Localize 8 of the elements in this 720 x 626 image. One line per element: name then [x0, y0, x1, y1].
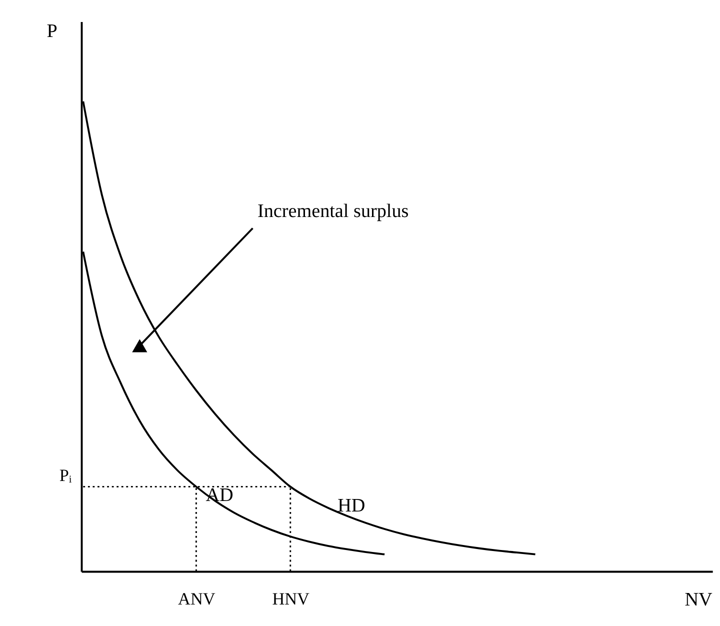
- ref-line-label: Pᵢ: [59, 466, 72, 485]
- annotation: Incremental surplus: [257, 200, 409, 222]
- y-axis-title: P: [46, 20, 58, 42]
- series-label: AD: [206, 485, 234, 506]
- series-label: HD: [338, 495, 366, 516]
- x-tick-label: ANV: [178, 589, 216, 608]
- x-tick-label: HNV: [272, 589, 310, 608]
- x-axis-title: NV: [684, 590, 713, 611]
